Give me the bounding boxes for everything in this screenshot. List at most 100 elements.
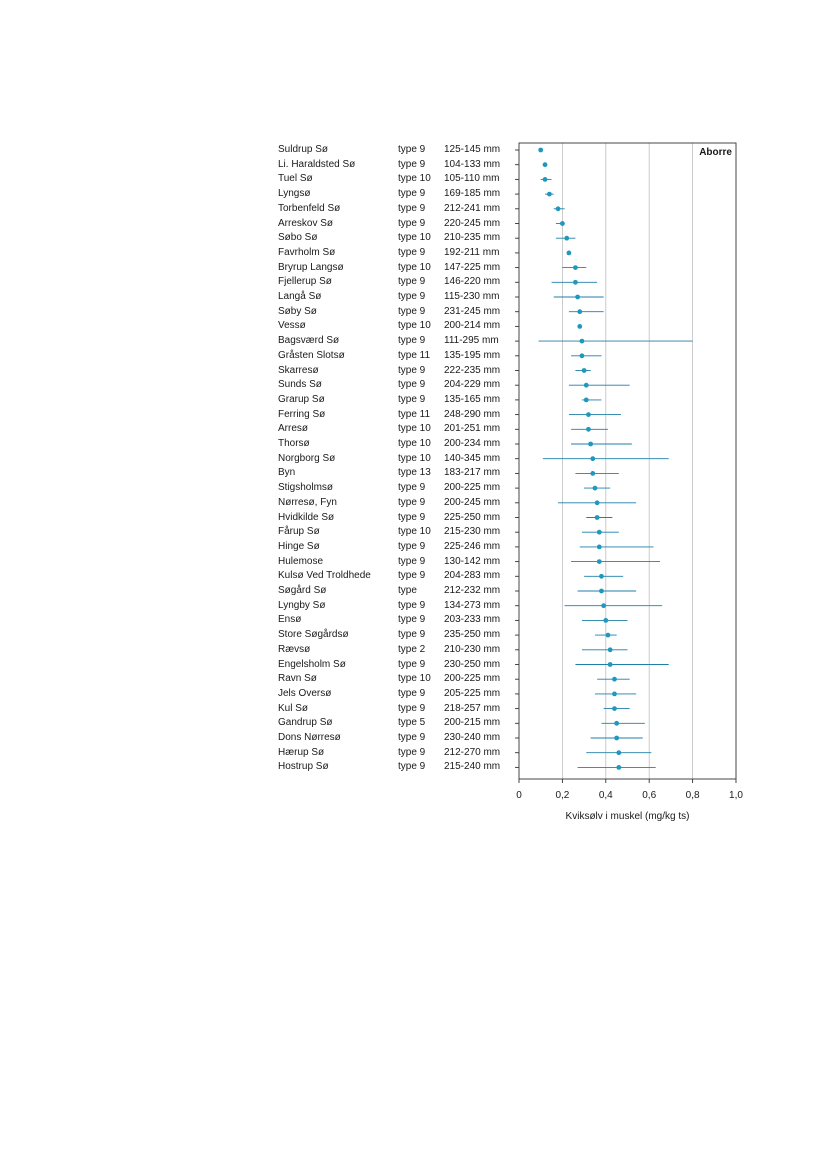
x-tick-label-2: 0,4 (599, 790, 613, 801)
row-lake-label: Søby Sø (278, 305, 317, 317)
row-type-label: type 9 (398, 276, 426, 288)
row-lake-label: Tuel Sø (278, 173, 313, 185)
data-point (592, 485, 598, 491)
row-type-label: type 9 (398, 732, 426, 743)
row-type-label: type 9 (398, 144, 426, 155)
row-size-label: 212-270 mm (444, 746, 501, 758)
row-size-label: 222-235 mm (444, 364, 501, 376)
data-point (588, 441, 594, 447)
row-size-label: 215-240 mm (444, 761, 501, 773)
data-point (575, 294, 580, 300)
data-point (594, 500, 600, 506)
row-type-label: type 9 (398, 614, 426, 626)
x-tick-label-1: 0,2 (555, 790, 569, 801)
row-lake-label: Gandrup Sø (278, 717, 333, 729)
row-lake-label: Suldrup Sø (278, 144, 329, 155)
row-type-label: type 9 (398, 335, 426, 347)
data-point (579, 338, 585, 344)
row-size-label: 111-295 mm (444, 335, 499, 347)
data-point (612, 676, 617, 682)
x-tick-label-0: 0 (516, 790, 522, 801)
row-size-label: 147-225 mm (444, 261, 501, 273)
row-lake-label: Nørresø, Fyn (278, 496, 337, 508)
data-point (596, 544, 602, 550)
row-size-label: 204-283 mm (444, 570, 501, 582)
row-size-label: 225-246 mm (444, 540, 501, 552)
row-type-label: type 10 (398, 261, 431, 273)
row-lake-label: Grarup Sø (278, 393, 325, 405)
data-point (573, 279, 578, 285)
row-type-label: type 9 (398, 393, 426, 405)
data-point (546, 191, 552, 197)
row-size-label: 146-220 mm (444, 276, 501, 288)
chart-title: Aborre (699, 147, 732, 158)
row-type-label: type 9 (398, 217, 426, 229)
data-point (542, 162, 548, 168)
row-lake-label: Bagsværd Sø (278, 335, 340, 347)
data-point (555, 206, 561, 212)
row-lake-label: Søbo Sø (278, 232, 318, 244)
row-type-label: type 9 (398, 687, 426, 699)
data-point (594, 515, 600, 520)
row-type-label: type 9 (398, 188, 426, 200)
row-size-label: 140-345 mm (444, 452, 501, 464)
data-point (577, 309, 583, 315)
row-lake-label: Norgborg Sø (278, 452, 336, 464)
data-point (586, 412, 591, 417)
row-size-label: 210-235 mm (444, 232, 501, 244)
row-size-label: 204-229 mm (444, 379, 501, 391)
data-point (583, 382, 589, 388)
row-type-label: type 9 (398, 746, 426, 758)
row-size-label: 215-230 mm (444, 526, 501, 538)
row-lake-label: Rævsø (278, 643, 311, 655)
row-type-label: type 9 (398, 379, 426, 391)
row-type-label: type 10 (398, 526, 431, 538)
row-lake-label: Jels Oversø (278, 687, 332, 699)
data-point (577, 324, 583, 329)
row-size-label: 125-145 mm (444, 144, 501, 155)
row-lake-label: Engelsholm Sø (278, 658, 346, 670)
row-type-label: type 9 (398, 482, 426, 494)
row-size-label: 104-133 mm (444, 158, 501, 170)
row-lake-label: Li. Haraldsted Sø (278, 158, 356, 170)
row-lake-label: Langå Sø (278, 291, 322, 302)
row-size-label: 200-234 mm (444, 438, 501, 449)
data-point (542, 177, 548, 182)
row-lake-label: Dons Nørresø (278, 732, 341, 743)
x-axis-label: Kviksølv i muskel (mg/kg ts) (566, 811, 690, 822)
row-lake-label: Skarresø (278, 364, 319, 376)
data-point (538, 147, 544, 153)
row-type-label: type 10 (398, 673, 431, 685)
row-lake-label: Thorsø (278, 438, 310, 449)
row-type-label: type (398, 585, 417, 596)
row-lake-label: Lyngby Sø (278, 599, 326, 611)
data-point (596, 529, 602, 535)
row-size-label: 201-251 mm (444, 423, 501, 435)
row-size-label: 200-225 mm (444, 482, 501, 494)
row-type-label: type 11 (398, 408, 431, 420)
row-lake-label: Stigsholmsø (278, 482, 334, 494)
row-type-label: type 9 (398, 511, 426, 523)
row-lake-label: Hinge Sø (278, 540, 320, 552)
row-type-label: type 10 (398, 173, 431, 185)
row-size-label: 218-257 mm (444, 702, 501, 714)
row-type-label: type 9 (398, 540, 426, 552)
x-tick-label-5: 1,0 (729, 790, 743, 801)
row-type-label: type 5 (398, 717, 426, 729)
row-lake-label: Kul Sø (278, 702, 309, 714)
row-size-label: 135-165 mm (444, 393, 501, 405)
row-type-label: type 9 (398, 496, 426, 508)
data-point (607, 662, 613, 667)
row-lake-label: Hulemose (278, 555, 324, 567)
row-lake-label: Sunds Sø (278, 379, 322, 391)
data-point (607, 647, 613, 653)
data-point (612, 706, 617, 711)
data-point (583, 397, 589, 403)
data-point (560, 221, 565, 226)
row-size-label: 235-250 mm (444, 629, 501, 641)
row-type-label: type 9 (398, 246, 426, 258)
row-lake-label: Hærup Sø (278, 746, 325, 758)
row-size-label: 225-250 mm (444, 511, 501, 523)
row-lake-label: Vessø (278, 320, 306, 332)
row-type-label: type 10 (398, 438, 431, 449)
